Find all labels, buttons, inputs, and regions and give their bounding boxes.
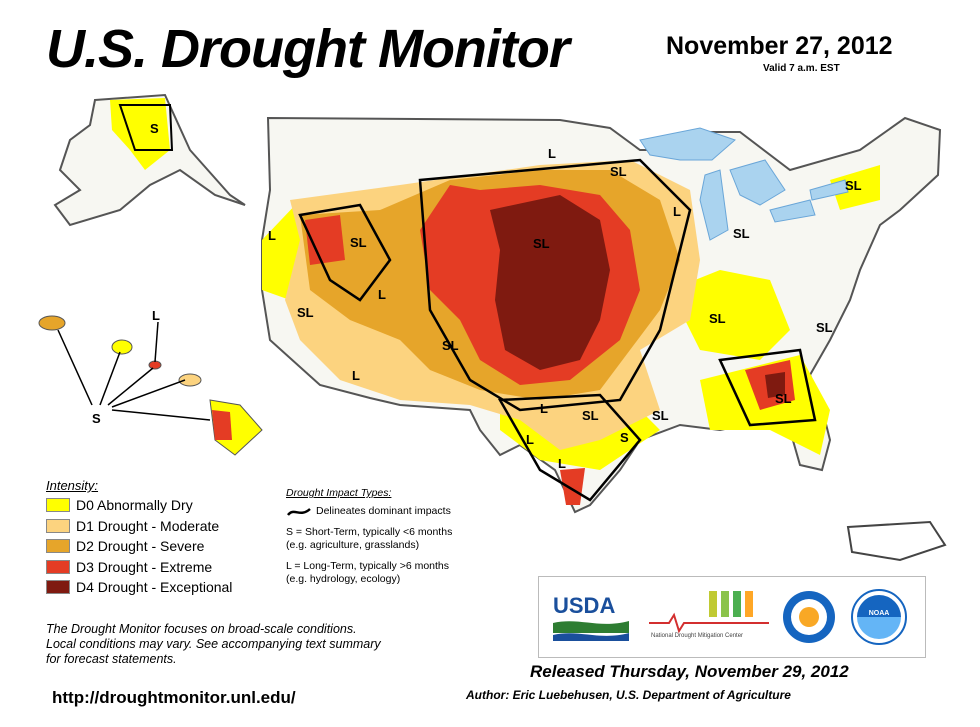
swatch-d0: [46, 498, 70, 513]
impact-boundary-4: [718, 348, 817, 427]
label-la-s: S: [620, 430, 629, 445]
label-se-sl: SL: [775, 391, 792, 406]
swatch-d4: [46, 580, 70, 595]
delineates-row: Delineates dominant impacts: [286, 505, 526, 518]
label-az: L: [352, 368, 360, 383]
usda-logo: USDA: [553, 593, 629, 641]
legend-item-d3: D3 Drought - Extreme: [46, 557, 286, 578]
note-line3: for forecast statements.: [46, 652, 177, 666]
d3-region-west: [305, 215, 345, 265]
legend-item-d2: D2 Drought - Severe: [46, 536, 286, 557]
label-hawaii-s: S: [92, 411, 101, 426]
swatch-d2: [46, 539, 70, 554]
legend-item-d1: D1 Drought - Moderate: [46, 516, 286, 537]
label-mi-s: SL: [733, 226, 750, 241]
label-tx-sl: SL: [582, 408, 599, 423]
label-hawaii-l: L: [152, 308, 160, 323]
boundary-line-icon: [287, 507, 311, 516]
impact-heading: Drought Impact Types:: [286, 487, 392, 499]
puerto-rico: [846, 520, 947, 562]
d0-region-mw: [670, 270, 790, 360]
map-date: November 27, 2012: [666, 32, 893, 60]
legend-label-d0: D0 Abnormally Dry: [76, 497, 193, 514]
disclaimer-note: The Drought Monitor focuses on broad-sca…: [46, 622, 516, 667]
label-ohio: SL: [709, 311, 726, 326]
svg-text:USDA: USDA: [553, 593, 615, 618]
label-tx-l3: L: [558, 456, 566, 471]
logos-svg: USDA National Drought Mitigation Center …: [553, 589, 907, 645]
svg-text:National Drought Mitigation Ce: National Drought Mitigation Center: [651, 633, 743, 639]
label-wa: L: [268, 228, 276, 243]
label-mn-n: L: [548, 146, 556, 161]
d0-region-ne: [830, 165, 880, 210]
label-wi: L: [673, 204, 681, 219]
legend-item-d4: D4 Drought - Exceptional: [46, 577, 286, 598]
label-plains: SL: [533, 236, 550, 251]
svg-text:NOAA: NOAA: [869, 610, 890, 617]
doc-seal-logo: [783, 591, 835, 643]
label-alaska: S: [150, 121, 159, 136]
long-term-line1: L = Long-Term, typically >6 months: [286, 560, 450, 572]
impact-boundary-1: [298, 203, 392, 302]
label-ne-us: SL: [845, 178, 862, 193]
intensity-legend: Intensity: D0 Abnormally Dry D1 Drought …: [46, 478, 286, 598]
release-date: Released Thursday, November 29, 2012: [530, 662, 849, 681]
legend-label-d1: D1 Drought - Moderate: [76, 517, 220, 534]
impact-boundary-3: [497, 393, 642, 502]
label-tx-l1: L: [540, 401, 548, 416]
alaska-boundary: [118, 104, 174, 151]
legend-label-d3: D3 Drought - Extreme: [76, 558, 213, 575]
label-mn-e: SL: [610, 164, 627, 179]
d3-region-stx: [560, 468, 585, 505]
ndmc-logo: National Drought Mitigation Center: [649, 591, 769, 639]
impact-boundary-2: [418, 158, 692, 412]
great-lakes: [639, 127, 849, 241]
website-url: http://droughtmonitor.unl.edu/: [52, 688, 296, 707]
legend-label-d4: D4 Drought - Exceptional: [76, 579, 233, 596]
d4-region-ga: [765, 372, 785, 398]
legend-heading: Intensity:: [46, 478, 99, 493]
noaa-logo: NOAA: [851, 589, 907, 645]
author-credit: Author: Eric Luebehusen, U.S. Department…: [466, 688, 791, 702]
label-la-sl: SL: [652, 408, 669, 423]
valid-time: Valid 7 a.m. EST: [763, 63, 840, 74]
label-nm: SL: [442, 338, 459, 353]
swatch-d3: [46, 559, 70, 574]
label-va: SL: [816, 320, 833, 335]
agency-logos: USDA National Drought Mitigation Center …: [538, 576, 926, 658]
short-term-row: S = Short-Term, typically <6 months (e.g…: [286, 526, 526, 552]
label-nv: L: [378, 287, 386, 302]
legend-item-d0: D0 Abnormally Dry: [46, 495, 286, 516]
short-term-line2: (e.g. agriculture, grasslands): [286, 539, 420, 551]
short-term-line1: S = Short-Term, typically <6 months: [286, 526, 453, 538]
d4-region-plains: [490, 195, 610, 370]
label-tx-l2: L: [526, 432, 534, 447]
map-title: U.S. Drought Monitor: [46, 19, 570, 79]
note-line1: The Drought Monitor focuses on broad-sca…: [46, 622, 357, 636]
delineates-text: Delineates dominant impacts: [316, 505, 451, 517]
hawaii-islands: [38, 315, 263, 456]
label-nw-or: SL: [350, 235, 367, 250]
label-ca: SL: [297, 305, 314, 320]
legend-label-d2: D2 Drought - Severe: [76, 538, 205, 555]
note-line2: Local conditions may vary. See accompany…: [46, 637, 381, 651]
impact-types-legend: Drought Impact Types: Delineates dominan…: [286, 487, 526, 594]
swatch-d1: [46, 518, 70, 533]
long-term-row: L = Long-Term, typically >6 months (e.g.…: [286, 560, 526, 586]
alaska-d0: [110, 98, 170, 170]
long-term-line2: (e.g. hydrology, ecology): [286, 573, 401, 585]
